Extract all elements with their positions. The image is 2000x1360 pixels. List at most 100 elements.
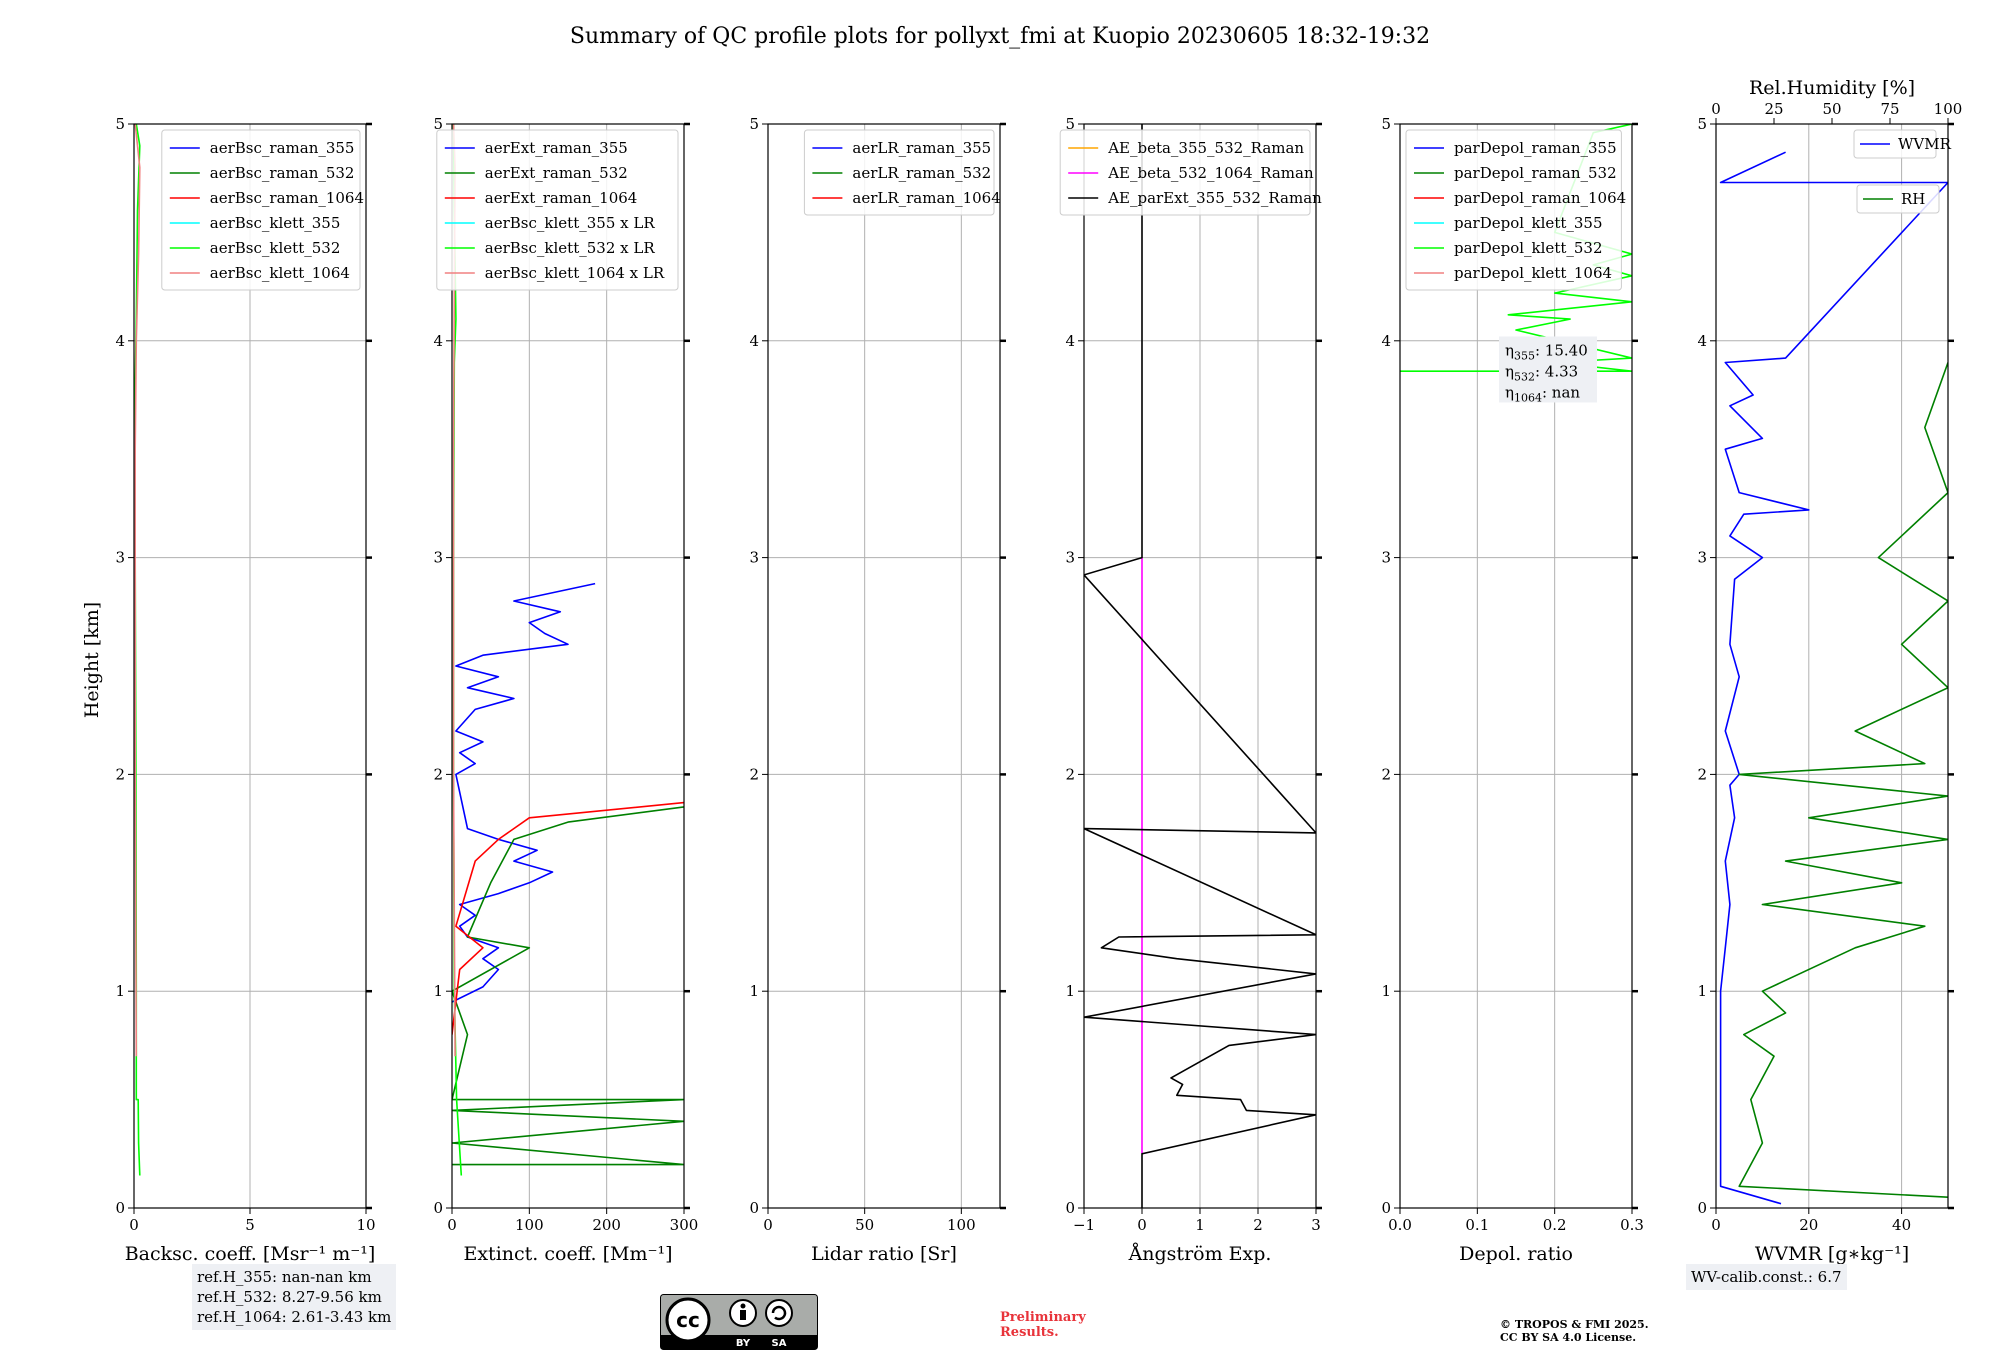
y-tick-label: 3 [433,549,443,567]
legend-WVMR: WVMR [1853,129,1952,159]
y-tick-label: 3 [1065,549,1075,567]
refh-1064: ref.H_1064: 2.61-3.43 km [197,1308,392,1326]
x-tick-label: 20 [1799,1216,1818,1234]
svg-text:cc: cc [676,1308,700,1332]
series-line-aerExt_raman_532 [452,806,684,1166]
panel-frame [1715,123,1949,1209]
x-axis-label: WVMR [g∗kg⁻¹] [1755,1243,1909,1265]
y-tick-label: 1 [115,982,125,1000]
x-tick-label: 10 [356,1216,375,1234]
legend-label: parDepol_klett_1064 [1454,264,1612,282]
x2-tick-label: 75 [1880,100,1899,118]
legend-label: aerBsc_raman_1064 [210,189,364,207]
legend-label: aerBsc_klett_355 x LR [485,214,656,232]
legend-label: aerBsc_klett_532 [210,239,341,257]
wv-calib-text: WV-calib.const.: 6.7 [1691,1268,1842,1286]
x-tick-label: 40 [1892,1216,1911,1234]
legend: aerLR_raman_355 aerLR_raman_532 aerLR_rama… [803,129,1001,216]
series-line-AE_parExt_355_532_Raman [1084,124,1316,1208]
y-tick-label: 1 [1381,982,1391,1000]
cc-by-sa-license-icon: cc BY SA [660,1294,818,1350]
legend-label: parDepol_raman_532 [1454,164,1617,182]
reference-height-box: ref.H_355: nan-nan km ref.H_532: 8.27-9.… [192,1264,397,1330]
series-group [1084,124,1316,1208]
legend: AE_beta_355_532_Raman AE_beta_532_1064_Ra… [1059,129,1322,216]
x-tick-label: 100 [947,1216,976,1234]
y-tick-label: 5 [1381,115,1391,133]
legend-label: parDepol_raman_1064 [1454,189,1626,207]
x2-axis-label: Rel.Humidity [%] [1749,77,1915,99]
x-tick-label: 50 [855,1216,874,1234]
x-tick-label: 0 [447,1216,457,1234]
y-tick-label: 2 [1065,765,1075,783]
legend-label: aerBsc_klett_1064 x LR [485,264,665,282]
panel-frame [1399,123,1633,1209]
legend-box [1856,184,1940,214]
x-tick-label: 3 [1311,1216,1321,1234]
legend: aerExt_raman_355 aerExt_raman_532 aerExt_r… [436,129,679,291]
legend-label: AE_beta_532_1064_Raman [1107,164,1314,182]
x-axis-label: Backsc. coeff. [Msr⁻¹ m⁻¹] [125,1243,376,1265]
series-line-aerExt_raman_1064 [452,801,684,1035]
legend-label: AE_parExt_355_532_Raman [1107,189,1322,207]
y-tick-label: 0 [1065,1199,1075,1217]
x-tick-label: 2 [1253,1216,1263,1234]
legend-label: aerExt_raman_532 [485,164,628,182]
y-tick-label: 2 [1697,765,1707,783]
x2-tick-label: 100 [1934,100,1963,118]
annotation-line: η532: 4.33 [1505,362,1578,383]
x-tick-label: 0.1 [1465,1216,1489,1234]
wv-calibration-box: WV-calib.const.: 6.7 [1686,1264,1847,1290]
series-group [1719,151,1948,1205]
y-tick-label: 1 [433,982,443,1000]
refh-355: ref.H_355: nan-nan km [197,1268,372,1286]
x-tick-label: 100 [515,1216,544,1234]
x-tick-label: 0 [1137,1216,1147,1234]
y-tick-label: 4 [749,332,759,350]
y-tick-label: 0 [1381,1199,1391,1217]
x-tick-label: 0 [1711,1216,1721,1234]
cc-sa-label: SA [772,1338,787,1349]
series-line-WVMR [1719,151,1948,1205]
legend-label: RH [1901,190,1925,208]
x-axis-label: Extinct. coeff. [Mm⁻¹] [463,1243,672,1265]
figure-title: Summary of QC profile plots for pollyxt_… [570,24,1430,49]
refh-532: ref.H_532: 8.27-9.56 km [197,1288,382,1306]
series-line-RH [1738,362,1948,1198]
x2-tick-label: 50 [1822,100,1841,118]
legend-label: aerExt_raman_355 [485,139,628,157]
legend-label: aerExt_raman_1064 [485,189,638,207]
panel-6: 0 20 40 0 1 2 3 4 5 WVMR [g∗kg⁻¹] 0 25 50 75 100 Rel.Hu… [1697,77,1962,1265]
legend-box [1405,129,1622,291]
legend-label: aerBsc_klett_532 x LR [485,239,656,257]
x-axis-label: Ångström Exp. [1128,1243,1272,1265]
y-tick-label: 2 [1381,765,1391,783]
annotation-line: η355: 15.40 [1505,341,1588,362]
legend-label: aerLR_raman_532 [852,164,991,182]
y-tick-label: 5 [749,115,759,133]
copyright-note: © TROPOS & FMI 2025. CC BY SA 4.0 Licens… [1500,1318,1649,1344]
x-tick-label: 200 [592,1216,621,1234]
legend-label: aerBsc_raman_532 [210,164,355,182]
cc-by-label: BY [736,1338,751,1349]
panel-frame [451,123,685,1209]
legend: parDepol_raman_355 parDepol_raman_532 parD… [1405,129,1626,291]
y-tick-label: 4 [1381,332,1391,350]
legend-label: AE_beta_355_532_Raman [1107,139,1304,157]
panel-frame [767,123,1001,1209]
x-axis-label: Depol. ratio [1459,1243,1573,1265]
panel-2: 0 100 200 300 0 1 2 3 4 5 Extinct. coeff. [Mm⁻¹] ae… [433,115,698,1265]
series-group [134,124,141,1176]
panel-5: 0.0 0.1 0.2 0.3 0 1 2 3 4 5 Depol. ratio parDepol_r… [1381,115,1643,1265]
x-tick-label: 1 [1195,1216,1205,1234]
legend-label: aerBsc_raman_355 [210,139,355,157]
x-tick-label: 0 [129,1216,139,1234]
y-tick-label: 1 [749,982,759,1000]
legend: aerBsc_raman_355 aerBsc_raman_532 aerBsc_r… [161,129,364,291]
legend-label: parDepol_klett_532 [1454,239,1603,257]
legend-label: aerLR_raman_355 [852,139,991,157]
preliminary-line-1: Preliminary [1000,1310,1086,1325]
